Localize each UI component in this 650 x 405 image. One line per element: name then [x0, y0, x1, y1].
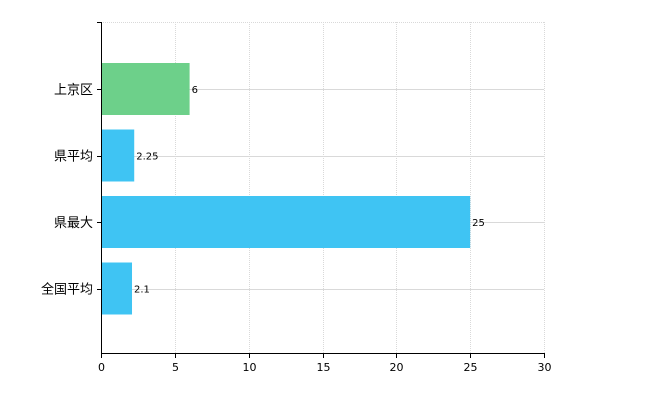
bar [101, 196, 471, 248]
bar [101, 63, 190, 115]
x-tick-label: 5 [172, 361, 179, 374]
x-tick-label: 30 [538, 361, 552, 374]
category-label: 上京区 [54, 83, 93, 98]
x-tick-label: 0 [98, 361, 105, 374]
category-label: 全国平均 [41, 282, 93, 298]
bars [101, 63, 471, 315]
axes [97, 22, 545, 358]
x-tick-label: 25 [464, 361, 478, 374]
data-label: 6 [192, 85, 198, 96]
category-label: 県最大 [54, 216, 93, 231]
data-label: 25 [472, 218, 485, 229]
data-label: 2.1 [134, 285, 150, 296]
x-tick-label: 15 [317, 361, 331, 374]
bar [101, 262, 133, 315]
category-label: 県平均 [54, 150, 93, 165]
bar [101, 129, 135, 182]
x-tick-label: 10 [243, 361, 257, 374]
data-label: 2.25 [136, 152, 158, 163]
labels: 6 上京区 2.25 県平均 25 県最大 2.1 全国平均 0 5 10 15 20 25 30 [41, 83, 552, 374]
x-tick-label: 20 [390, 361, 404, 374]
